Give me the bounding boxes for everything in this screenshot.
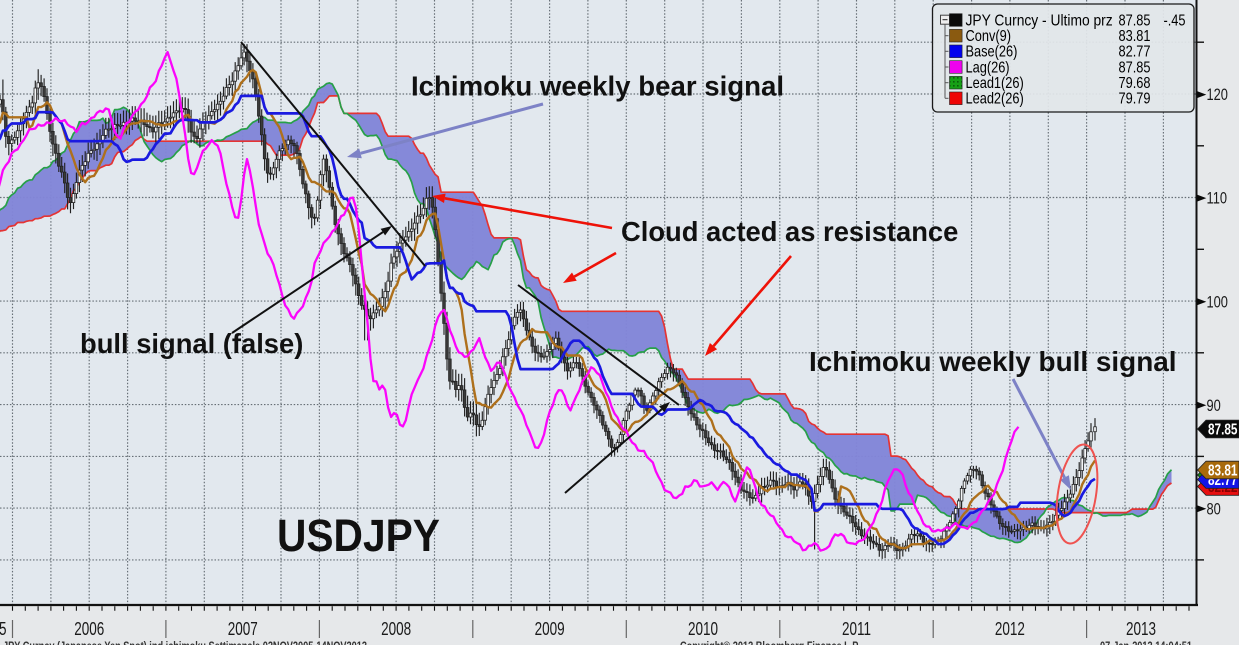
svg-text:2007: 2007 [228, 619, 258, 640]
svg-text:80: 80 [1207, 501, 1221, 519]
svg-text:JPY Curncy (Japanese Yen Spot): JPY Curncy (Japanese Yen Spot) ind ichim… [3, 641, 367, 645]
svg-text:82.77: 82.77 [1119, 43, 1151, 61]
svg-text:2012: 2012 [995, 619, 1025, 640]
svg-text:2013: 2013 [1126, 619, 1156, 640]
svg-text:Cloud acted as resistance: Cloud acted as resistance [621, 216, 958, 247]
svg-text:bull signal (false): bull signal (false) [80, 328, 303, 359]
svg-text:87.85: 87.85 [1208, 421, 1238, 438]
svg-text:Ichimoku weekly bear signal: Ichimoku weekly bear signal [411, 70, 784, 101]
svg-text:79.68: 79.68 [1119, 75, 1151, 93]
svg-text:100: 100 [1207, 294, 1228, 312]
svg-text:2011: 2011 [842, 619, 871, 640]
svg-text:JPY Curncy - Ultimo prz: JPY Curncy - Ultimo prz [966, 12, 1113, 30]
svg-text:2009: 2009 [535, 619, 565, 640]
svg-text:83.81: 83.81 [1119, 28, 1151, 46]
svg-text:83.81: 83.81 [1208, 462, 1238, 479]
svg-text:Base(26): Base(26) [966, 43, 1018, 61]
svg-text:07-Jan-2013 14:04:51: 07-Jan-2013 14:04:51 [1100, 641, 1192, 645]
svg-text:2008: 2008 [381, 619, 411, 640]
svg-text:Conv(9): Conv(9) [966, 28, 1011, 46]
svg-text:Ichimoku weekly bull signal: Ichimoku weekly bull signal [809, 346, 1177, 377]
svg-text:79.79: 79.79 [1119, 90, 1151, 108]
svg-text:110: 110 [1207, 190, 1228, 208]
svg-text:2010: 2010 [688, 619, 718, 640]
svg-text:2006: 2006 [74, 619, 104, 640]
svg-text:120: 120 [1207, 87, 1228, 105]
svg-text:Copyright© 2013 Bloomberg Fina: Copyright© 2013 Bloomberg Finance L.P. [680, 641, 860, 645]
svg-text:Lead2(26): Lead2(26) [966, 90, 1024, 108]
svg-text:87.85: 87.85 [1119, 12, 1151, 30]
svg-text:-.45: -.45 [1163, 12, 1185, 30]
svg-text:Lead1(26): Lead1(26) [966, 75, 1024, 93]
svg-text:90: 90 [1207, 397, 1221, 415]
svg-text:Lag(26): Lag(26) [966, 59, 1010, 77]
svg-text:87.85: 87.85 [1119, 59, 1151, 77]
svg-text:2005: 2005 [0, 619, 7, 640]
svg-text:USDJPY: USDJPY [277, 511, 440, 561]
